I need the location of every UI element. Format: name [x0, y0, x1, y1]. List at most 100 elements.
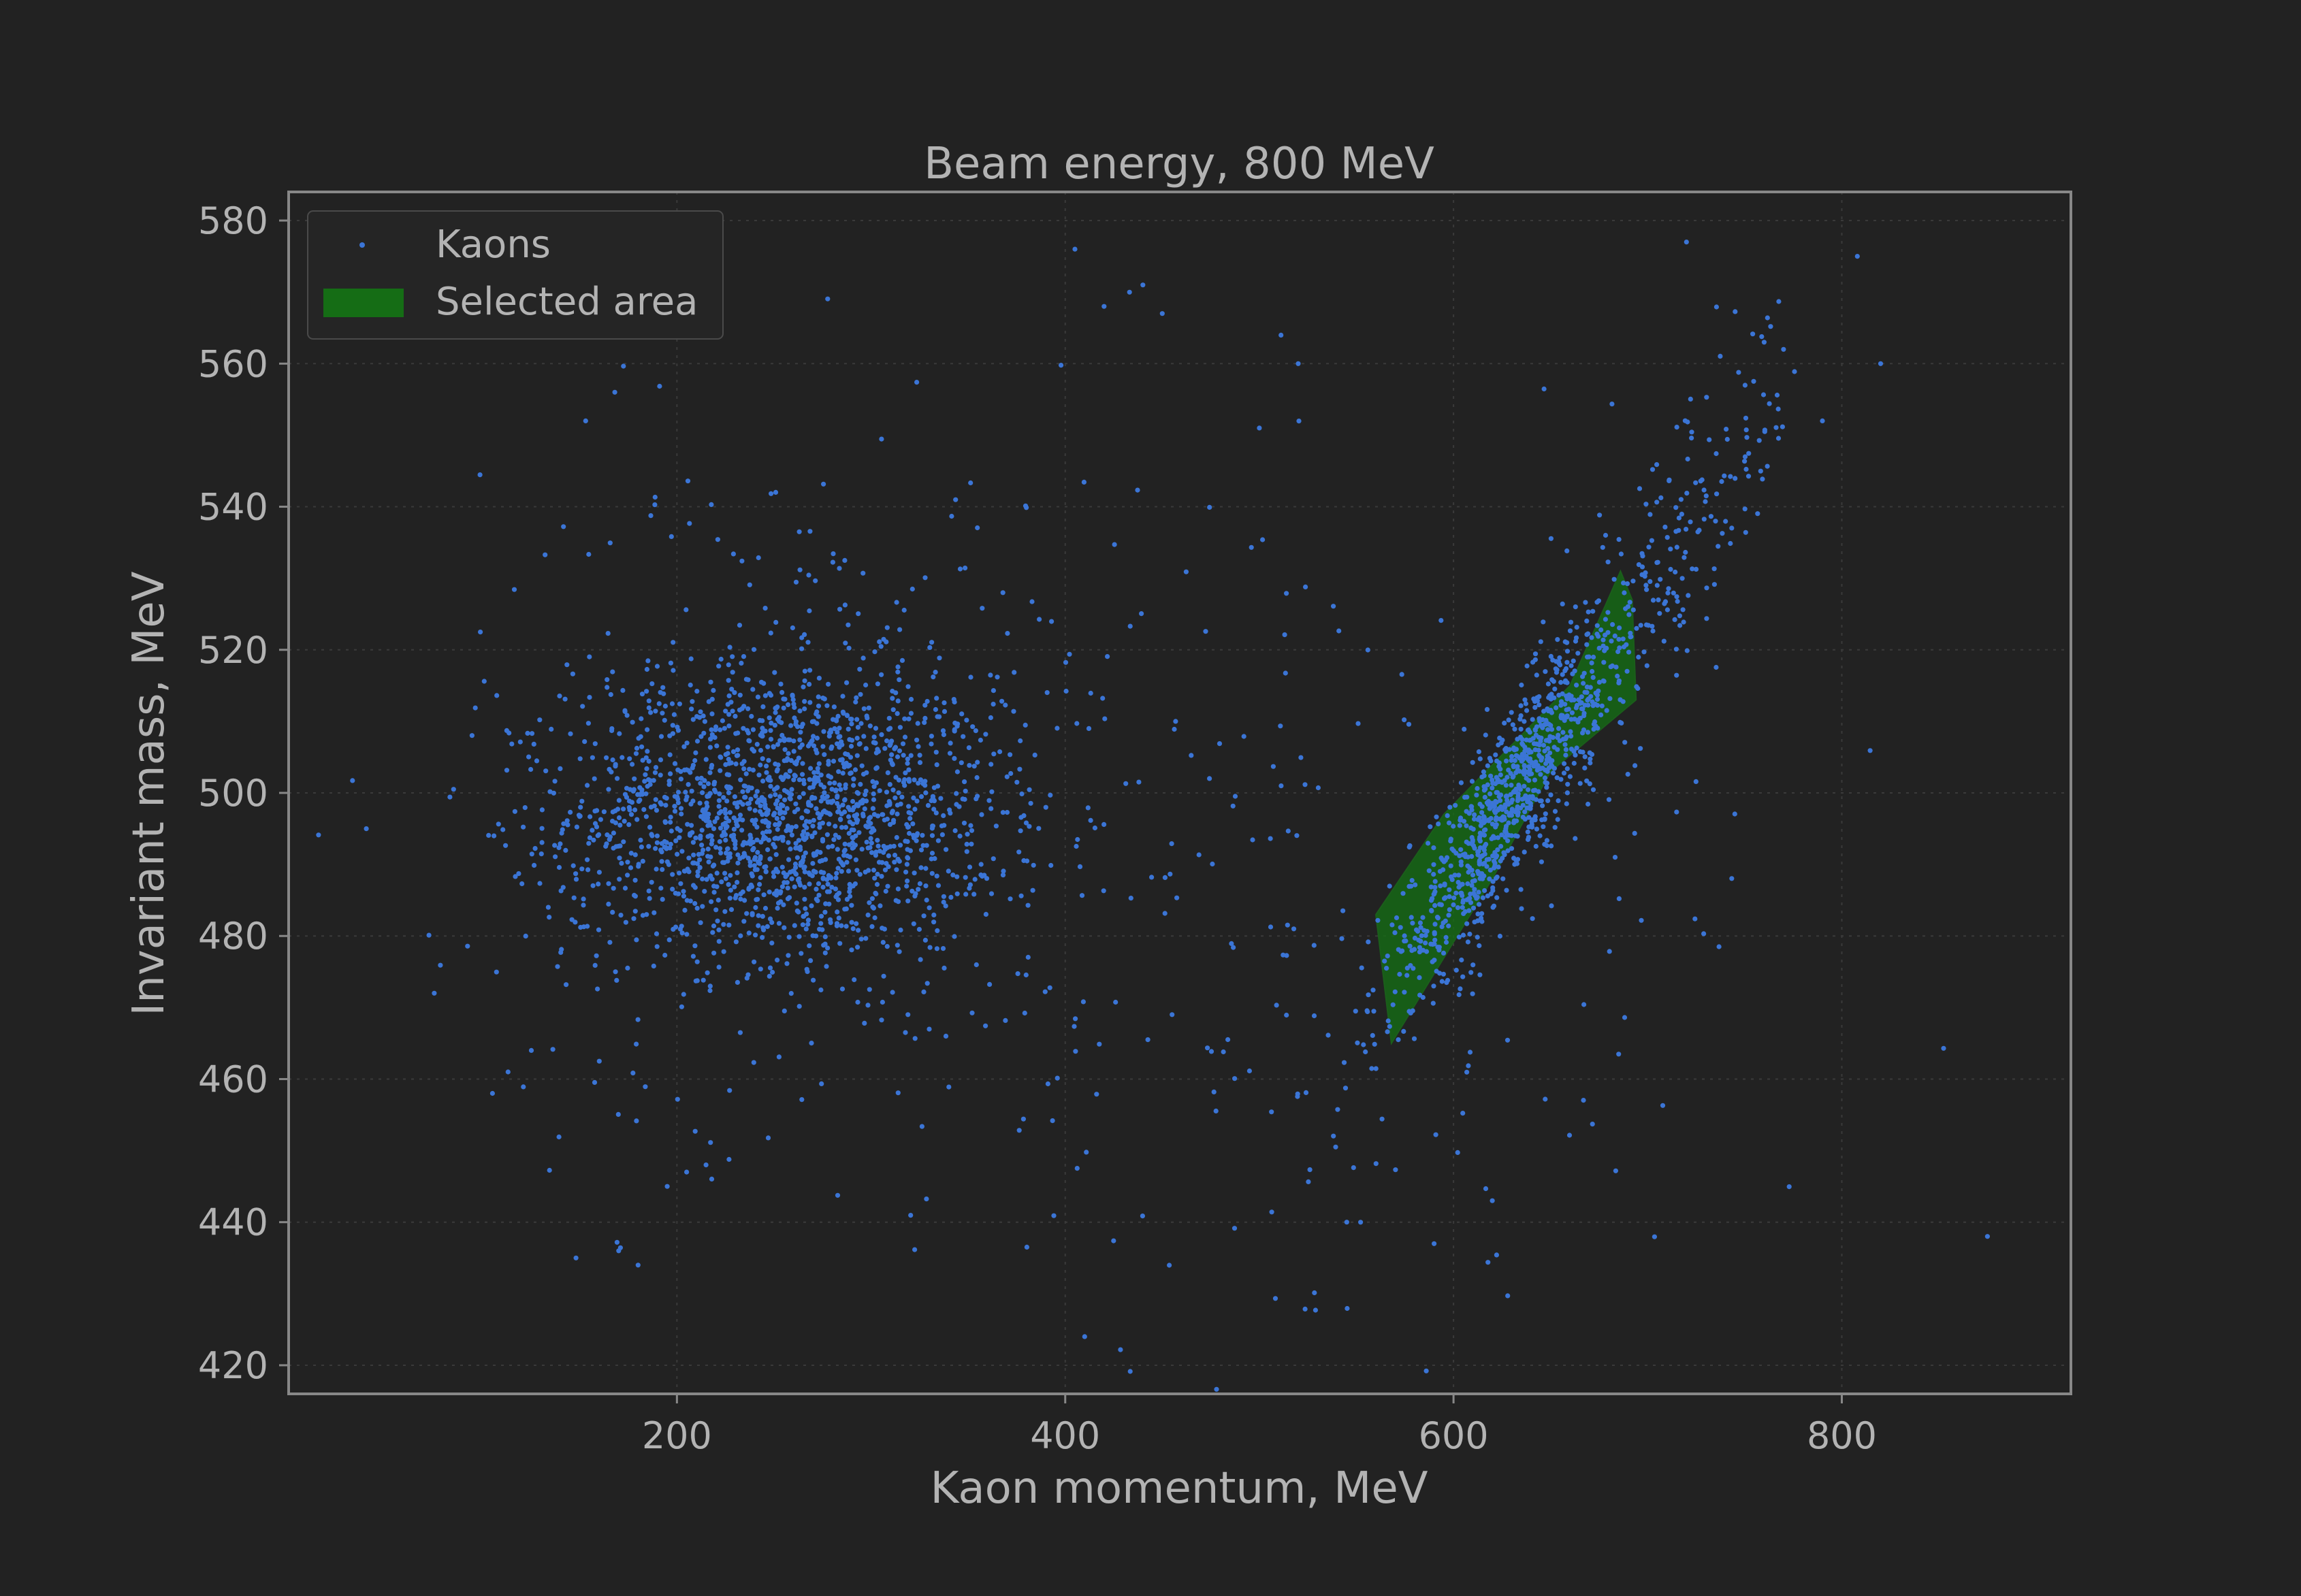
kaon-point — [1532, 728, 1538, 733]
kaon-point — [1544, 785, 1549, 790]
kaon-point — [881, 973, 886, 979]
kaon-point — [750, 912, 755, 917]
kaon-point — [737, 623, 743, 628]
kaon-point — [848, 743, 854, 749]
kaon-point — [1594, 632, 1600, 637]
kaon-point — [759, 733, 765, 739]
kaon-point — [1503, 783, 1509, 788]
kaon-point — [1505, 848, 1511, 853]
kaon-point — [1442, 882, 1447, 887]
kaon-point — [1527, 756, 1533, 762]
kaon-point — [1567, 693, 1573, 698]
kaon-point — [1867, 748, 1873, 753]
kaon-point — [800, 922, 805, 928]
kaon-point — [1452, 873, 1458, 878]
kaon-point — [1586, 654, 1592, 659]
kaon-point — [1436, 821, 1441, 827]
kaon-point — [1445, 813, 1450, 818]
kaon-point — [804, 911, 809, 917]
kaon-point — [822, 934, 828, 939]
kaon-point — [1448, 836, 1453, 842]
kaon-point — [1612, 633, 1618, 639]
kaon-point — [1298, 755, 1304, 760]
kaon-point — [1101, 304, 1107, 309]
kaon-point — [1140, 1214, 1145, 1219]
kaon-point — [552, 779, 558, 784]
kaon-point — [1538, 738, 1543, 744]
kaon-point — [786, 702, 791, 707]
kaon-point — [1067, 651, 1072, 657]
kaon-point — [735, 879, 740, 885]
kaon-point — [1049, 619, 1055, 624]
kaon-point — [594, 808, 600, 813]
kaon-point — [1519, 906, 1524, 911]
kaon-point — [1024, 1244, 1029, 1250]
kaon-point — [609, 728, 615, 734]
kaon-point — [718, 656, 724, 662]
kaon-point — [1558, 699, 1564, 704]
kaon-point — [954, 891, 960, 896]
kaon-point — [635, 1263, 641, 1268]
kaon-point — [893, 775, 899, 780]
kaon-point — [1285, 922, 1290, 928]
kaon-point — [897, 843, 903, 848]
kaon-point — [963, 566, 968, 571]
kaon-point — [882, 867, 888, 873]
kaon-point — [1581, 1002, 1587, 1007]
kaon-point — [1406, 721, 1412, 727]
kaon-point — [1432, 937, 1438, 943]
kaon-point — [790, 697, 796, 702]
kaon-point — [934, 873, 939, 879]
kaon-point — [788, 723, 794, 728]
kaon-point — [713, 789, 718, 795]
kaon-point — [1600, 637, 1606, 642]
kaon-point — [1272, 1296, 1278, 1301]
kaon-point — [871, 812, 877, 817]
kaon-point — [647, 782, 653, 787]
kaon-point — [547, 915, 552, 920]
kaon-point — [1409, 948, 1415, 954]
kaon-point — [918, 847, 924, 853]
kaon-point — [778, 899, 784, 905]
kaon-point — [900, 741, 906, 747]
kaon-point — [1684, 527, 1689, 532]
kaon-point — [1609, 402, 1615, 407]
kaon-point — [1438, 902, 1444, 907]
kaon-point — [751, 845, 756, 851]
kaon-point — [1458, 847, 1464, 852]
kaon-point — [671, 668, 676, 673]
kaon-point — [883, 888, 888, 894]
kaon-point — [942, 700, 947, 706]
kaon-point — [1333, 1144, 1338, 1150]
kaon-point — [831, 758, 837, 764]
kaon-point — [956, 804, 962, 809]
kaon-point — [1037, 617, 1042, 622]
kaon-point — [1385, 1029, 1390, 1035]
kaon-point — [509, 741, 515, 747]
kaon-point — [585, 721, 592, 726]
kaon-point — [857, 872, 863, 877]
kaon-point — [754, 897, 759, 902]
kaon-point — [504, 728, 510, 733]
kaon-point — [1250, 837, 1255, 843]
kaon-point — [662, 845, 667, 850]
kaon-point — [770, 969, 775, 975]
kaon-point — [643, 791, 649, 796]
kaon-point — [625, 965, 630, 971]
kaon-point — [887, 743, 892, 748]
kaon-point — [777, 738, 783, 743]
kaon-point — [846, 726, 851, 732]
kaon-point — [1502, 852, 1507, 858]
kaon-point — [803, 926, 809, 932]
kaon-point — [692, 860, 697, 866]
kaon-point — [1207, 776, 1212, 781]
kaon-point — [754, 824, 760, 830]
kaon-point — [581, 902, 586, 908]
kaon-point — [1509, 800, 1514, 805]
kaon-point — [1546, 709, 1551, 714]
kaon-point — [968, 823, 974, 828]
kaon-point — [1460, 905, 1465, 910]
kaon-point — [1382, 958, 1387, 964]
kaon-point — [807, 872, 813, 877]
kaon-point — [1518, 726, 1524, 732]
